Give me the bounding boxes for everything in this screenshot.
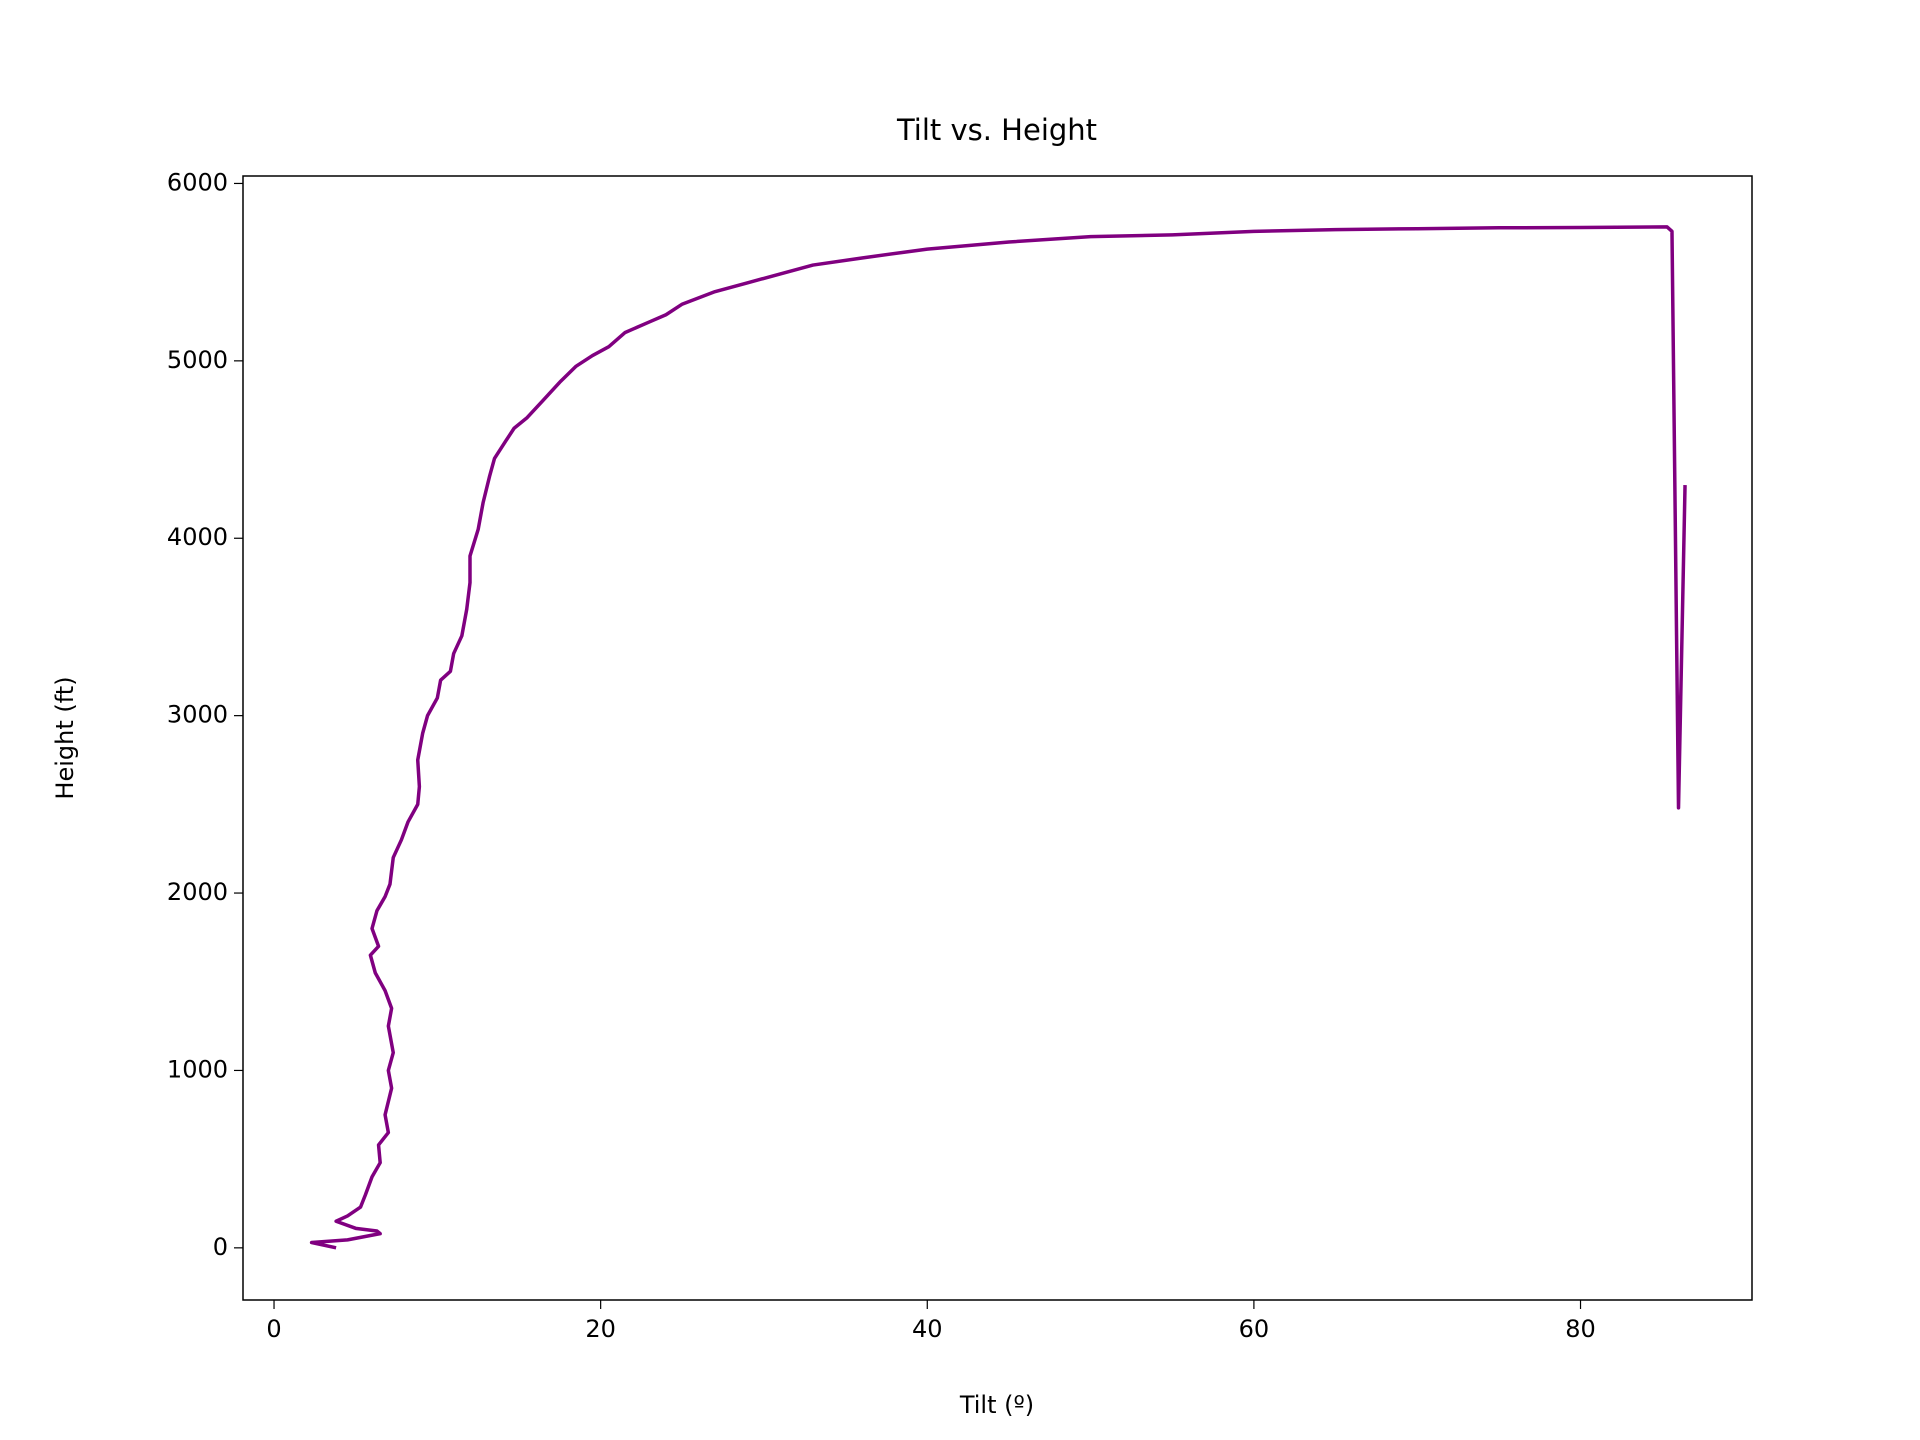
x-tick-label: 80 <box>1565 1315 1596 1343</box>
x-tick-label: 0 <box>266 1315 281 1343</box>
y-tick-label: 4000 <box>167 523 228 551</box>
y-axis-label: Height (ft) <box>51 676 79 799</box>
y-tick-label: 5000 <box>167 346 228 374</box>
y-tick-label: 0 <box>213 1233 228 1261</box>
y-tick-label: 3000 <box>167 701 228 729</box>
y-tick-label: 1000 <box>167 1055 228 1083</box>
y-tick-label: 2000 <box>167 878 228 906</box>
plot-frame <box>242 175 1753 1301</box>
y-tick-label: 6000 <box>167 168 228 196</box>
x-tick-label: 60 <box>1239 1315 1270 1343</box>
line-series <box>309 225 1687 1250</box>
x-axis-label: Tilt (º) <box>959 1391 1034 1419</box>
chart-title: Tilt vs. Height <box>896 113 1097 147</box>
x-tick-label: 40 <box>912 1315 943 1343</box>
x-tick-label: 20 <box>585 1315 616 1343</box>
